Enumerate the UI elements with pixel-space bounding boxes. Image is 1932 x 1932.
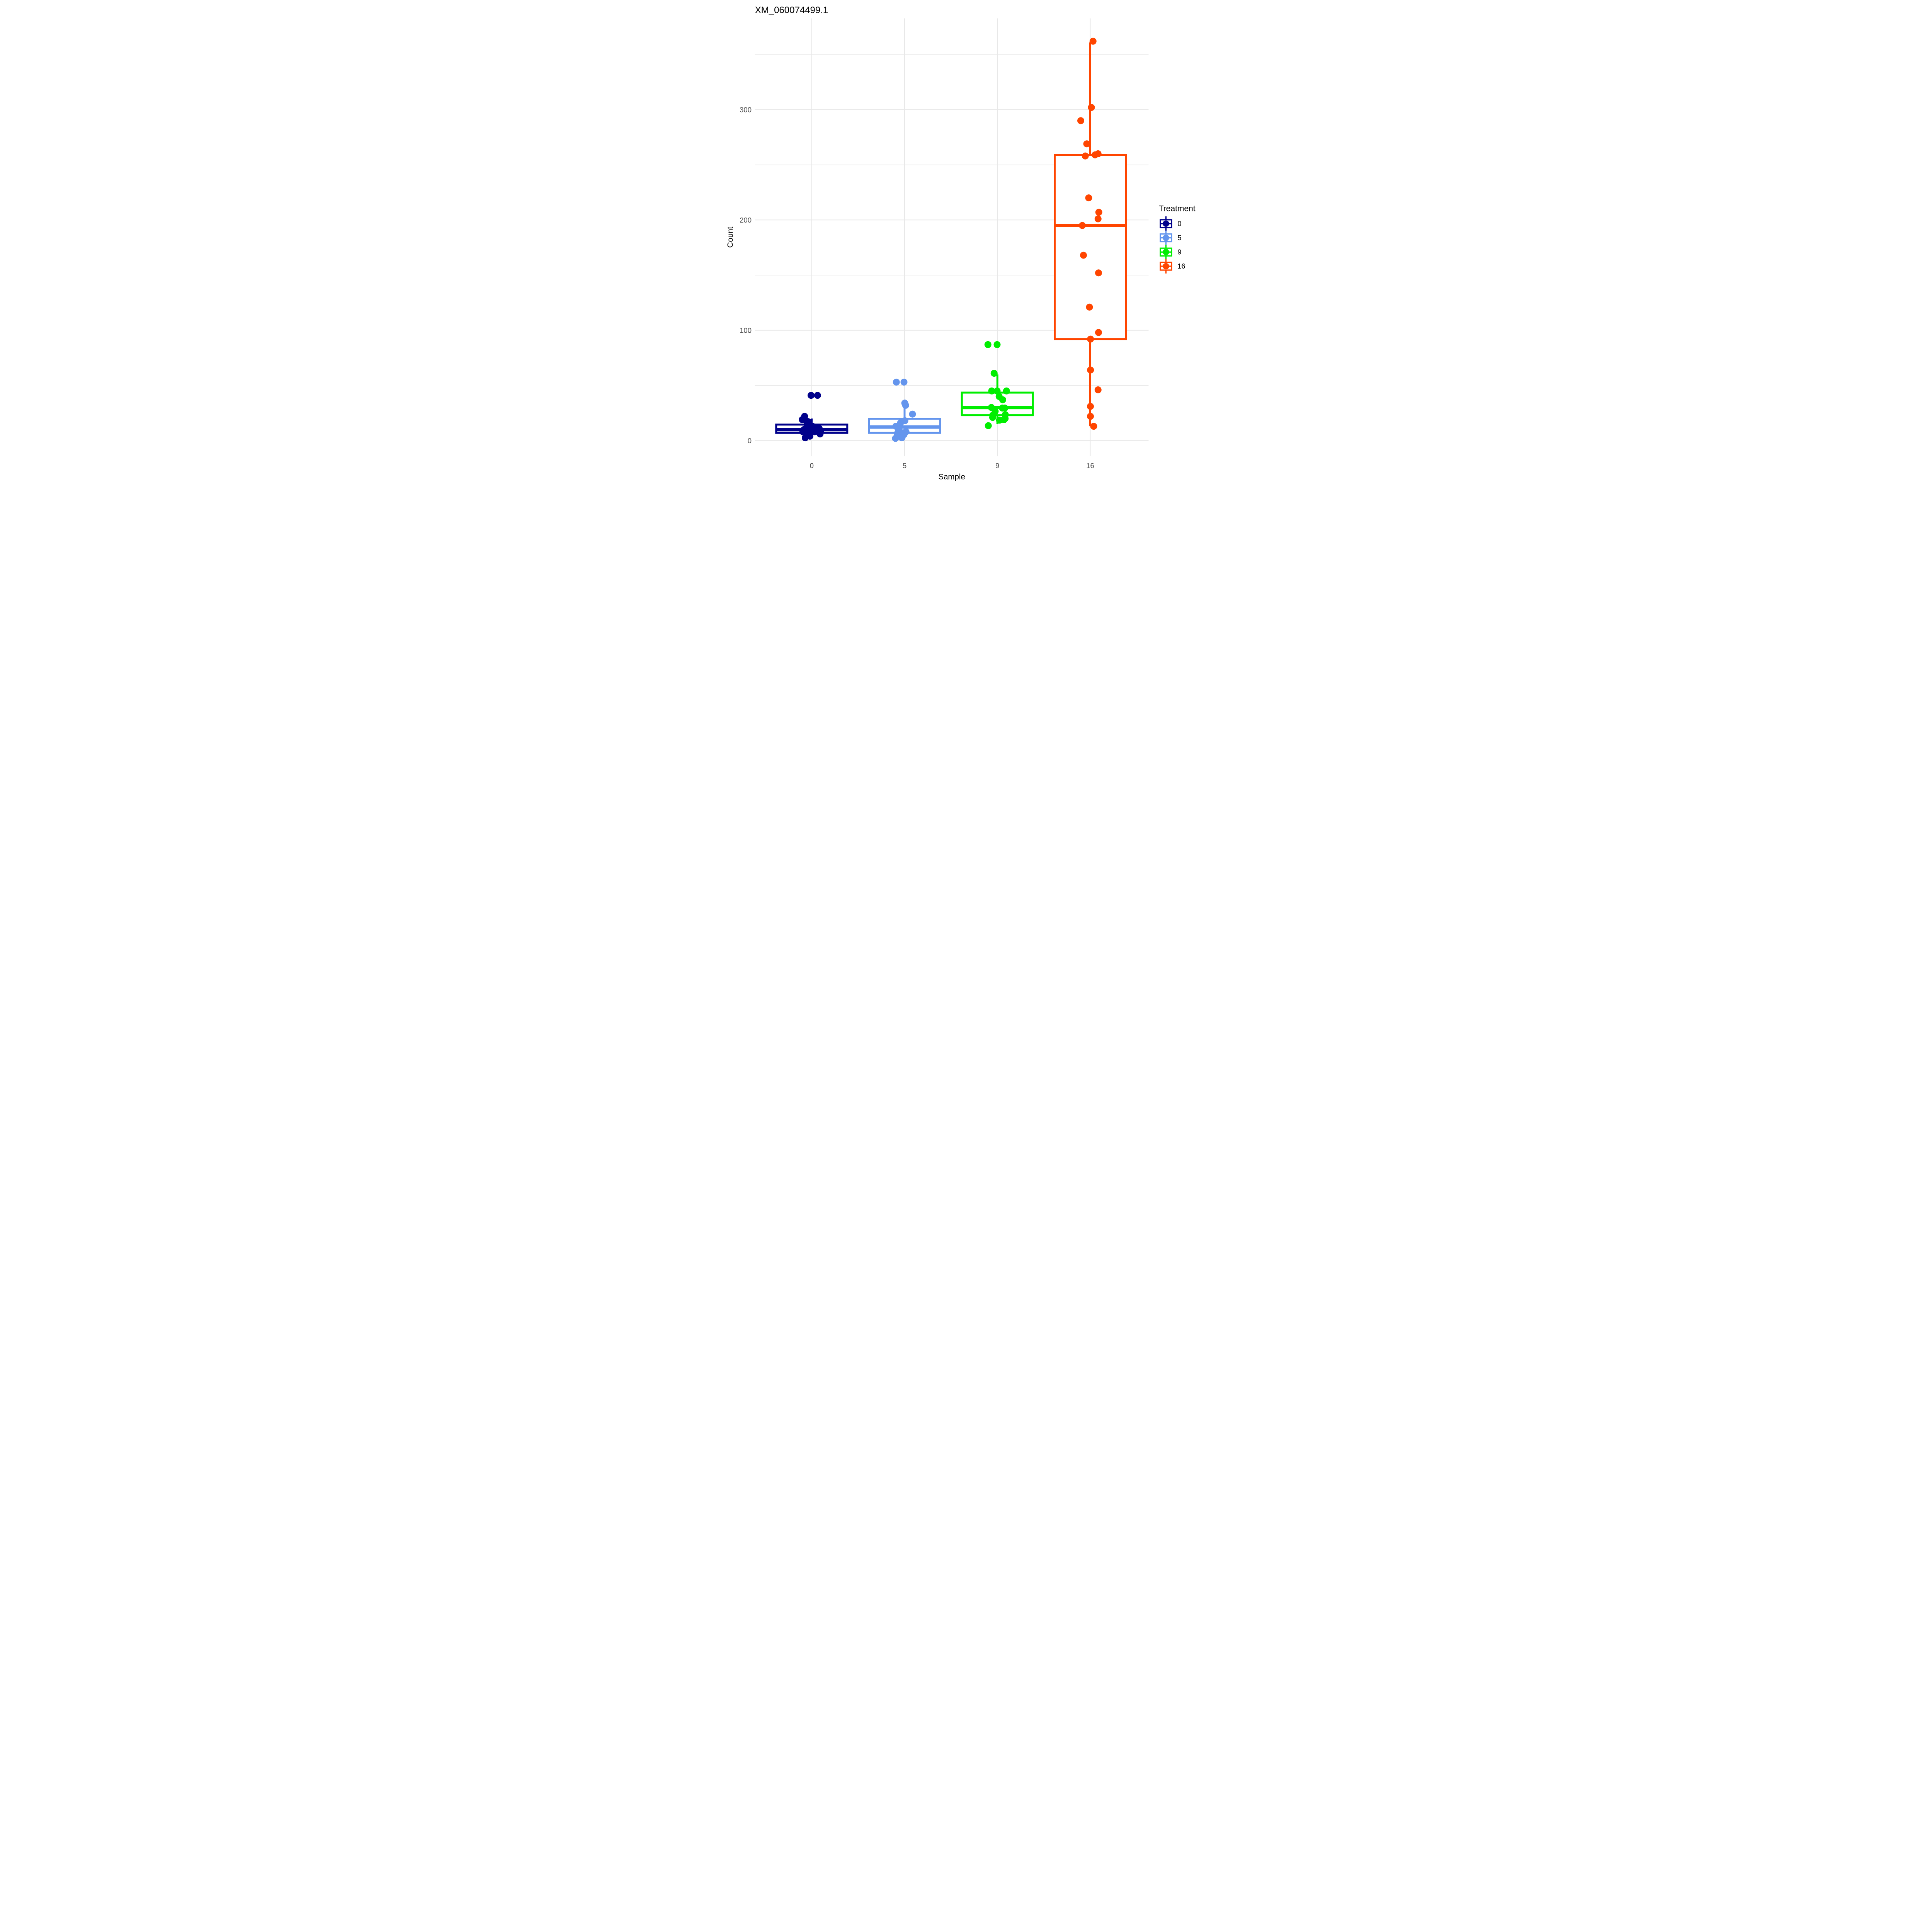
legend-entry-0: 0 xyxy=(1160,216,1182,231)
jitter-points-0 xyxy=(799,392,824,442)
jitter-point xyxy=(1079,222,1086,229)
jitter-point xyxy=(802,434,809,442)
jitter-point xyxy=(1088,104,1095,111)
legend-label-0: 0 xyxy=(1178,220,1182,228)
jitter-point xyxy=(816,430,824,438)
jitter-point xyxy=(1089,37,1097,45)
legend-key-point-icon xyxy=(1163,220,1169,227)
jitter-point xyxy=(1082,152,1089,160)
jitter-point xyxy=(902,401,909,409)
axis-tick-labels: 0 100 200 300 0 5 9 16 xyxy=(740,105,1094,469)
boxplot-group-9 xyxy=(961,341,1034,429)
jitter-point xyxy=(801,429,809,437)
legend-label-5: 5 xyxy=(1178,234,1182,242)
jitter-point xyxy=(984,341,992,348)
x-tick-label-0: 0 xyxy=(810,461,814,469)
y-tick-label-100: 100 xyxy=(740,326,752,334)
jitter-point xyxy=(1083,140,1090,148)
legend-entry-9: 9 xyxy=(1160,245,1182,259)
jitter-point xyxy=(1095,329,1102,336)
jitter-point xyxy=(996,417,1003,424)
legend-label-16: 16 xyxy=(1178,262,1185,270)
legend-label-9: 9 xyxy=(1178,248,1182,256)
jitter-point xyxy=(1095,209,1102,216)
jitter-point xyxy=(1087,366,1094,374)
jitter-point xyxy=(808,392,815,399)
x-tick-label-9: 9 xyxy=(995,461,999,469)
jitter-point xyxy=(892,435,899,442)
legend-title: Treatment xyxy=(1159,204,1196,213)
jitter-point xyxy=(1086,303,1093,311)
jitter-point xyxy=(900,378,908,386)
legend-entry-16: 16 xyxy=(1160,259,1185,274)
legend-entry-5: 5 xyxy=(1160,230,1182,245)
boxplot-group-16 xyxy=(1054,37,1127,430)
jitter-point xyxy=(989,414,996,421)
boxplot-group-0 xyxy=(775,392,849,442)
legend-key-point-icon xyxy=(1163,249,1169,255)
jitter-point xyxy=(1085,194,1092,202)
jitter-point xyxy=(898,434,905,442)
x-axis-title: Sample xyxy=(938,473,965,481)
jitter-point xyxy=(1087,403,1094,410)
jitter-point xyxy=(1094,386,1102,393)
x-tick-label-5: 5 xyxy=(903,461,906,469)
jitter-point xyxy=(993,341,1001,348)
y-tick-label-0: 0 xyxy=(748,437,752,445)
jitter-point xyxy=(999,396,1006,403)
jitter-point xyxy=(893,378,900,386)
jitter-point xyxy=(1087,335,1094,343)
jitter-point xyxy=(1094,215,1102,223)
y-axis-title: Count xyxy=(726,226,735,248)
jitter-point xyxy=(1087,413,1094,420)
box-16 xyxy=(1054,154,1127,340)
legend: Treatment 0 5 9 16 xyxy=(1159,204,1196,274)
boxplot-svg: 0 100 200 300 0 5 9 16 XM_060074499.1 Sample Count… xyxy=(724,0,1208,483)
y-tick-label-200: 200 xyxy=(740,216,752,224)
boxplot-group-5 xyxy=(868,378,941,442)
jitter-point xyxy=(1090,423,1097,430)
jitter-point xyxy=(909,410,916,418)
jitter-points-9 xyxy=(984,341,1010,429)
jitter-point xyxy=(1077,117,1084,124)
jitter-point xyxy=(1095,269,1102,277)
legend-key-point-icon xyxy=(1163,235,1169,241)
x-tick-label-16: 16 xyxy=(1086,461,1094,469)
jitter-point xyxy=(1003,387,1010,395)
boxplot-chart: 0 100 200 300 0 5 9 16 XM_060074499.1 Sample Count… xyxy=(724,0,1208,483)
jitter-point xyxy=(990,370,998,377)
y-tick-label-300: 300 xyxy=(740,105,752,114)
jitter-point xyxy=(985,422,992,429)
jitter-point xyxy=(1001,405,1009,412)
jitter-point xyxy=(811,428,818,435)
jitter-point xyxy=(814,392,821,399)
jitter-points-16 xyxy=(1077,37,1102,430)
legend-key-point-icon xyxy=(1163,263,1169,270)
jitter-points-5 xyxy=(892,378,916,442)
plot-title: XM_060074499.1 xyxy=(755,5,828,15)
jitter-point xyxy=(1092,151,1099,158)
jitter-point xyxy=(988,387,995,395)
jitter-point xyxy=(993,387,1001,395)
jitter-point xyxy=(1080,252,1087,259)
